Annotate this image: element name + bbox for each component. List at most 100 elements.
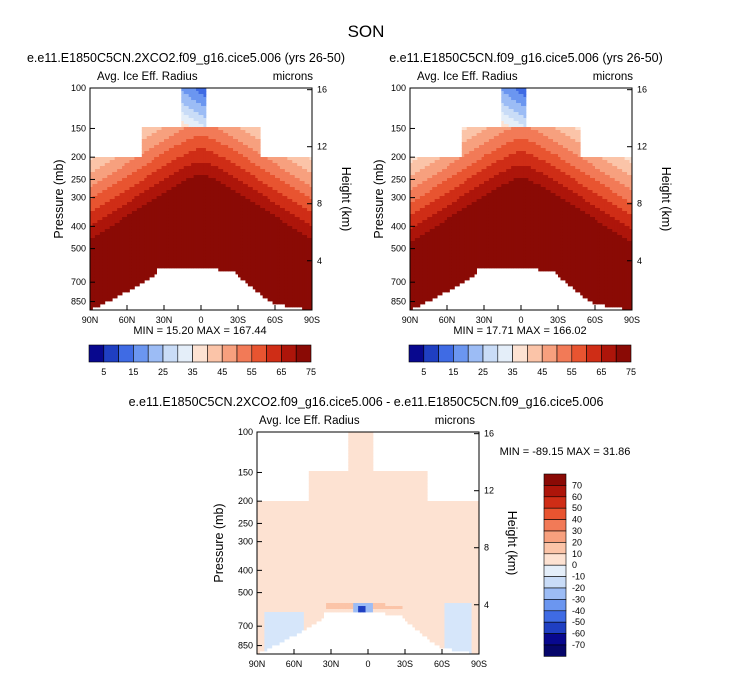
heatmap-cell: [262, 223, 266, 227]
heatmap-cell: [166, 250, 170, 254]
heatmap-cell: [422, 292, 426, 296]
heatmap-cell: [289, 202, 293, 206]
heatmap-cell: [257, 196, 261, 200]
heatmap-cell: [171, 142, 175, 146]
heatmap-cell: [164, 220, 167, 224]
heatmap-cell: [107, 205, 111, 209]
heatmap-cell: [294, 163, 298, 167]
heatmap-cell: [294, 181, 298, 185]
heatmap-cell: [267, 262, 271, 266]
heatmap-cell: [149, 244, 153, 248]
heatmap-cell: [215, 205, 219, 209]
heatmap-cell: [107, 268, 111, 272]
heatmap-cell: [424, 244, 428, 248]
heatmap-cell: [410, 250, 413, 254]
heatmap-cell: [247, 277, 251, 281]
heatmap-cell: [424, 271, 428, 275]
heatmap-cell: [429, 166, 433, 170]
heatmap-cell: [144, 229, 148, 233]
heatmap-cell: [205, 178, 209, 182]
heatmap-cell: [267, 205, 271, 209]
heatmap-cell: [215, 241, 219, 245]
heatmap-cell: [220, 139, 224, 143]
heatmap-cell: [122, 226, 125, 230]
heatmap-cell: [154, 220, 157, 224]
heatmap-cell: [183, 193, 187, 197]
heatmap-cell: [247, 274, 251, 278]
heatmap-cell: [122, 271, 125, 275]
heatmap-cell: [90, 223, 93, 227]
heatmap-cell: [191, 142, 194, 146]
heatmap-cell: [124, 166, 128, 170]
heatmap-cell: [238, 217, 241, 221]
heatmap-cell: [97, 286, 101, 290]
heatmap-cell: [136, 274, 140, 278]
heatmap-cell: [188, 181, 192, 185]
heatmap-cell: [198, 229, 202, 233]
heatmap-cell: [97, 208, 101, 212]
heatmap-cell: [129, 280, 133, 284]
heatmap-cell: [104, 190, 108, 194]
heatmap-cell: [112, 241, 116, 245]
heatmap-cell: [99, 184, 103, 188]
heatmap-cell: [220, 208, 224, 212]
heatmap-cell: [124, 280, 128, 284]
heatmap-cell: [284, 163, 288, 167]
heatmap-cell: [104, 163, 108, 167]
heatmap-cell: [307, 304, 310, 308]
heatmap-cell: [287, 160, 291, 164]
heatmap-cell: [309, 214, 313, 218]
heatmap-cell: [240, 133, 244, 137]
heatmap-cell: [183, 226, 187, 230]
heatmap-cell: [164, 193, 167, 197]
heatmap-cell: [265, 202, 268, 206]
heatmap-cell: [156, 208, 160, 212]
heatmap-cell: [181, 250, 185, 254]
heatmap-cell: [107, 256, 111, 260]
heatmap-cell: [223, 142, 227, 146]
heatmap-cell: [129, 274, 133, 278]
heatmap-cell: [144, 217, 148, 221]
heatmap-cell: [240, 265, 244, 269]
heatmap-cell: [188, 121, 192, 125]
heatmap-cell: [282, 265, 286, 269]
heatmap-cell: [287, 259, 291, 263]
heatmap-cell: [141, 172, 145, 176]
heatmap-cell: [210, 199, 214, 203]
heatmap-cell: [422, 196, 426, 200]
heatmap-cell: [196, 223, 199, 227]
heatmap-cell: [275, 208, 278, 212]
heatmap-cell: [161, 259, 165, 263]
heatmap-cell: [304, 226, 308, 230]
heatmap-cell: [173, 157, 177, 161]
heatmap-cell: [205, 160, 209, 164]
heatmap-cell: [294, 286, 298, 290]
heatmap-cell: [213, 229, 217, 233]
heatmap-cell: [176, 226, 180, 230]
heatmap-cell: [183, 148, 187, 152]
heatmap-cell: [223, 214, 227, 218]
heatmap-cell: [127, 259, 130, 263]
heatmap-cell: [168, 214, 172, 218]
heatmap-cell: [203, 214, 207, 218]
heatmap-cell: [183, 130, 187, 134]
heatmap-cell: [228, 229, 231, 233]
heatmap-cell: [136, 157, 140, 161]
heatmap-cell: [119, 253, 123, 257]
heatmap-cell: [218, 247, 222, 251]
heatmap-cell: [196, 241, 199, 245]
heatmap-cell: [279, 262, 283, 266]
heatmap-cell: [149, 148, 153, 152]
heatmap-cell: [156, 166, 160, 170]
heatmap-cell: [139, 211, 143, 215]
heatmap-cell: [191, 175, 194, 179]
heatmap-cell: [154, 232, 157, 236]
heatmap-cell: [265, 217, 268, 221]
heatmap-cell: [267, 190, 271, 194]
heatmap-cell: [203, 124, 207, 128]
heatmap-cell: [272, 169, 276, 173]
heatmap-cell: [205, 151, 209, 155]
heatmap-cell: [112, 256, 116, 260]
heatmap-cell: [309, 217, 313, 221]
heatmap-cell: [183, 235, 187, 239]
